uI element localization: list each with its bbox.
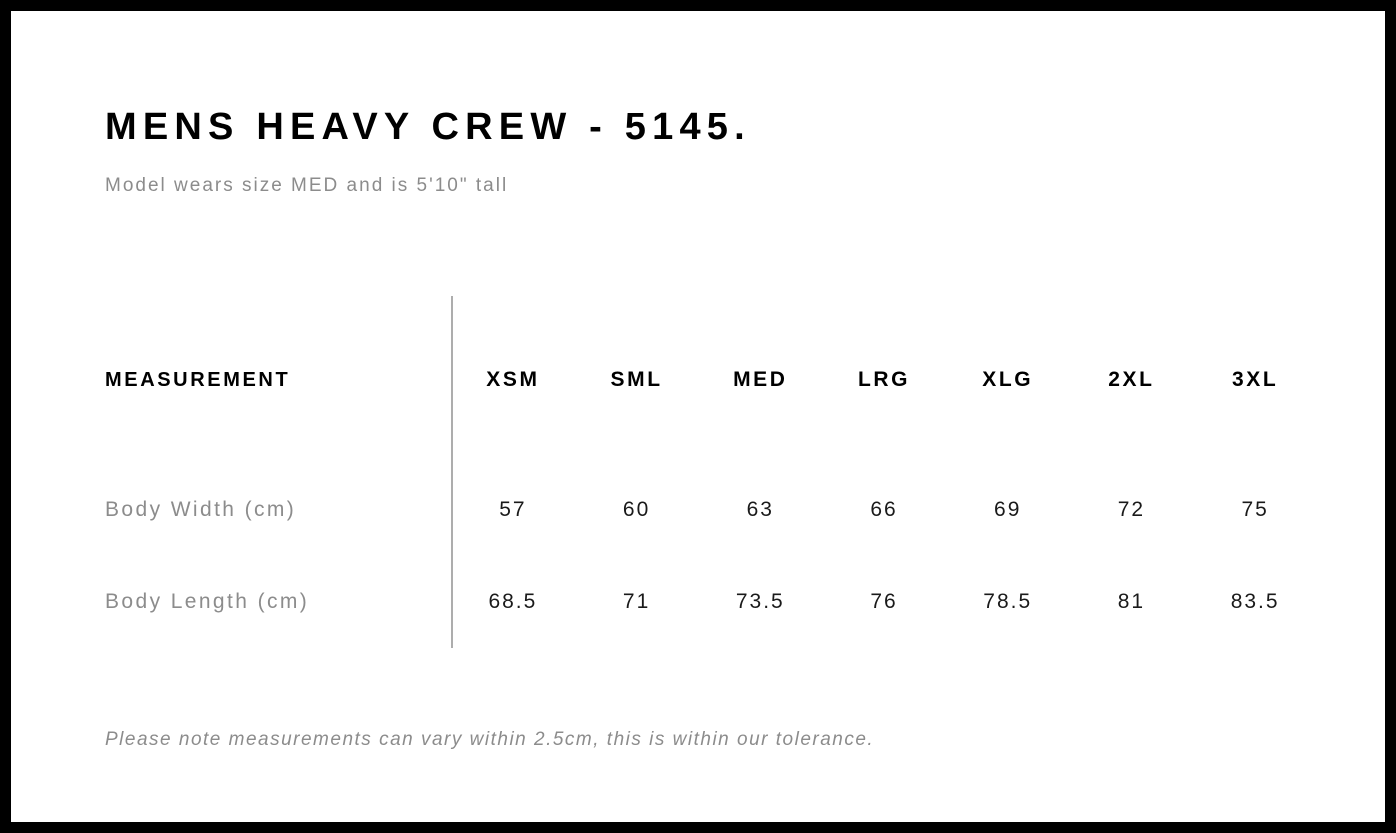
column-header-lrg: LRG — [857, 368, 911, 391]
vertical-divider — [451, 296, 453, 648]
model-info-subtitle: Model wears size MED and is 5'10" tall — [105, 174, 509, 196]
table-header-row: MEASUREMENT XSM SML MED LRG XLG 2XL 3XL — [105, 296, 1317, 464]
column-header-med: MED — [733, 368, 788, 391]
cell-body-length-lrg: 76 — [870, 590, 898, 613]
column-header-xlg: XLG — [982, 368, 1034, 391]
cell-body-length-xsm: 68.5 — [488, 590, 538, 613]
row-label-body-length: Body Length (cm) — [105, 590, 310, 613]
cell-body-width-sml: 60 — [622, 498, 651, 521]
page-title: MENS HEAVY CREW - 5145. — [105, 106, 751, 148]
header: MENS HEAVY CREW - 5145. Model wears size… — [105, 106, 751, 198]
cell-body-width-xsm: 57 — [499, 498, 527, 521]
row-label-body-width: Body Width (cm) — [105, 498, 297, 521]
cell-body-width-xlg: 69 — [994, 498, 1022, 521]
cell-body-length-sml: 71 — [622, 590, 651, 613]
tolerance-note: Please note measurements can vary within… — [105, 729, 875, 750]
table-row: Body Width (cm) 57 60 63 66 69 72 75 — [105, 464, 1317, 556]
column-header-sml: SML — [610, 368, 663, 391]
size-chart-page: MENS HEAVY CREW - 5145. Model wears size… — [11, 11, 1385, 822]
cell-body-length-med: 73.5 — [735, 590, 785, 613]
cell-body-width-2xl: 72 — [1117, 498, 1146, 521]
cell-body-width-3xl: 75 — [1241, 498, 1269, 521]
size-table-area: MEASUREMENT XSM SML MED LRG XLG 2XL 3XL … — [105, 296, 1317, 648]
cell-body-length-xlg: 78.5 — [983, 590, 1033, 613]
column-header-2xl: 2XL — [1108, 368, 1155, 391]
column-header-measurement: MEASUREMENT — [105, 368, 291, 391]
cell-body-width-med: 63 — [746, 498, 774, 521]
size-chart-table: MEASUREMENT XSM SML MED LRG XLG 2XL 3XL … — [105, 296, 1317, 648]
table-row: Body Length (cm) 68.5 71 73.5 76 78.5 81… — [105, 556, 1317, 648]
cell-body-length-3xl: 83.5 — [1230, 590, 1280, 613]
cell-body-length-2xl: 81 — [1117, 590, 1146, 613]
cell-body-width-lrg: 66 — [870, 498, 898, 521]
column-header-3xl: 3XL — [1231, 368, 1279, 391]
column-header-xsm: XSM — [486, 368, 540, 391]
